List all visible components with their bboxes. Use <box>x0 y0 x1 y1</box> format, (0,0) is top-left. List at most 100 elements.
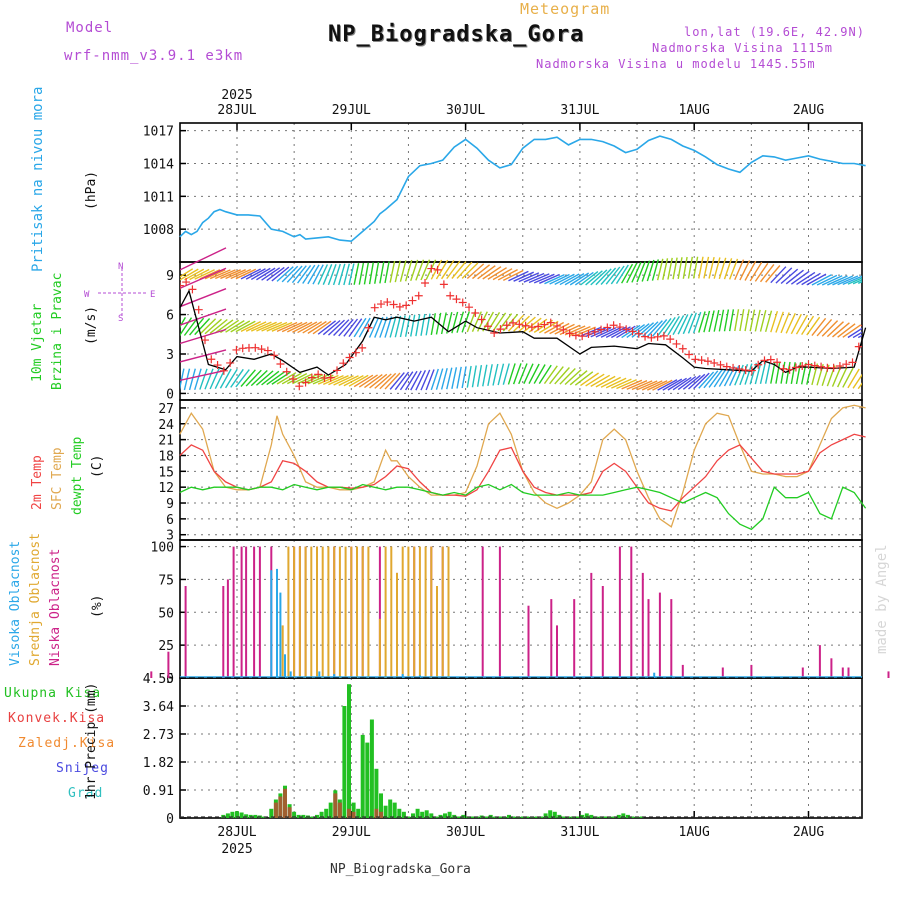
wind-barb <box>343 318 359 337</box>
gust-marker <box>848 358 857 367</box>
wind-barb <box>420 259 431 281</box>
x-year-top: 2025 <box>221 88 252 103</box>
model-name: wrf-nmm_v3.9.1 e3km <box>64 48 244 64</box>
wind-barb <box>770 310 779 333</box>
wind-barb <box>580 271 599 286</box>
wind-barb <box>482 266 502 280</box>
wind-arrow <box>180 308 227 326</box>
wind-barb <box>723 309 730 332</box>
wind-barb <box>518 272 540 283</box>
wind-barb <box>595 268 612 286</box>
wind-barb <box>415 314 421 337</box>
x-day-label-top: 31JUL <box>560 103 599 118</box>
wind-barb <box>214 319 234 334</box>
y-tick-label: 1.82 <box>143 756 174 771</box>
wind-barb <box>718 257 727 280</box>
wind-barb <box>332 263 341 286</box>
wind-barb <box>641 260 651 282</box>
y-tick-label: 24 <box>158 418 174 433</box>
wind-barb <box>374 373 392 389</box>
gust-marker <box>678 344 687 353</box>
gust-marker <box>703 357 712 366</box>
wind-barb <box>533 364 546 384</box>
wind-barb <box>842 324 862 338</box>
gust-marker <box>307 373 316 382</box>
wind-barb <box>471 365 477 388</box>
wind-barb <box>621 379 643 390</box>
wind-barb <box>703 310 711 333</box>
precip-total-bar <box>301 814 306 818</box>
wind-barb <box>384 316 393 338</box>
precip-total-bar <box>225 813 230 818</box>
wind-barb <box>240 268 262 280</box>
gust-marker <box>854 342 862 351</box>
wind-barb <box>497 268 518 281</box>
wind-barb <box>384 261 390 284</box>
elevation-label: Nadmorska Visina 1115m <box>652 41 833 55</box>
wind-barb <box>775 311 784 333</box>
wind-barb <box>816 274 838 286</box>
wind-barb <box>389 260 396 283</box>
wind-barb <box>544 321 565 334</box>
gust-marker <box>333 366 342 375</box>
wind-barb <box>199 269 221 280</box>
gust-marker <box>408 296 417 305</box>
precip-total-bar <box>497 816 502 818</box>
gust-marker <box>465 303 474 312</box>
wind-barb <box>312 320 332 335</box>
gust-marker <box>685 350 694 359</box>
y-tick-label: 1017 <box>143 125 174 140</box>
x-day-label-top: 2AUG <box>793 103 824 118</box>
wind-barb <box>466 311 476 333</box>
y-tick-label: 25 <box>158 639 174 654</box>
wind-barb <box>343 374 364 387</box>
cloud-bar <box>401 674 404 678</box>
gust-marker <box>207 355 216 364</box>
wind-barb <box>487 364 493 387</box>
x-year-bottom: 2025 <box>221 842 252 857</box>
wind-arrow <box>180 349 227 363</box>
gust-marker <box>672 339 681 348</box>
wind-barb <box>600 267 617 285</box>
wind-barb <box>271 321 293 332</box>
wind-barb <box>523 317 542 333</box>
wind-barb <box>641 380 663 391</box>
gust-marker <box>584 329 593 338</box>
wind-barb <box>518 363 528 385</box>
cloud-bar <box>436 586 438 678</box>
wind-barb <box>785 361 791 384</box>
wind-barb <box>539 273 560 284</box>
precip-total-bar <box>388 799 393 818</box>
wind-barb <box>538 364 552 384</box>
y-tick-label: 100 <box>151 541 174 556</box>
cloud-bar <box>327 546 330 678</box>
wind-barb <box>631 323 650 338</box>
wind-barb <box>754 262 769 282</box>
cloud-bar <box>310 546 313 678</box>
wind-barb <box>749 362 757 385</box>
wind-barb <box>687 312 697 334</box>
wind-barb <box>451 367 458 389</box>
wind-barb <box>533 273 555 284</box>
wind-barb <box>399 371 414 391</box>
wind-barb <box>775 267 793 284</box>
pressure-line <box>179 135 866 243</box>
cloud-bar <box>618 546 621 678</box>
wind-barb <box>188 368 196 391</box>
wind-barb <box>718 309 725 332</box>
wind-barb <box>369 373 388 389</box>
wind-barb <box>816 318 833 337</box>
x-day-label-bottom: 28JUL <box>217 825 256 840</box>
precip-conv-bar <box>351 811 356 818</box>
cloud-bar <box>647 599 650 678</box>
y-tick-label: 1014 <box>143 157 174 172</box>
wind-arrow <box>180 328 227 345</box>
wind-barb <box>261 321 283 332</box>
wind-barb <box>842 367 854 388</box>
cloud-bar <box>222 586 225 678</box>
wind-barb <box>847 277 862 285</box>
wind-barb <box>291 265 307 284</box>
wind-barb <box>651 259 659 281</box>
wind-barb <box>713 257 721 279</box>
gust-marker <box>200 336 209 345</box>
